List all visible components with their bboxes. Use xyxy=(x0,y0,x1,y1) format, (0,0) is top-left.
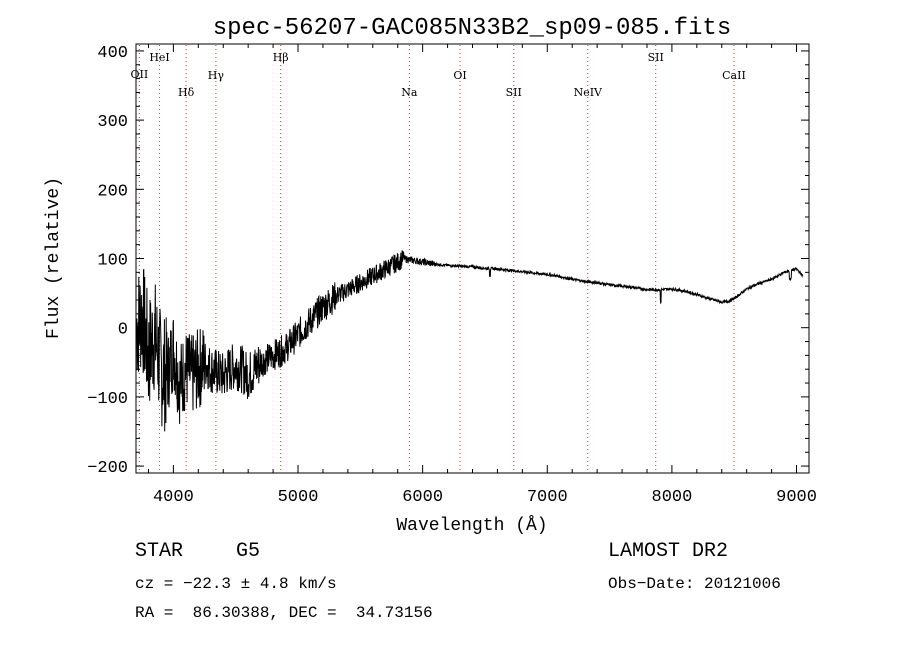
y-tick-label-100: 100 xyxy=(97,252,128,271)
y-tick-label-300: 300 xyxy=(97,113,128,132)
line-label-oi-6: OI xyxy=(453,69,466,82)
y-tick-label--200: −200 xyxy=(87,459,128,478)
line-label-sii-7: SII xyxy=(506,86,522,99)
line-label-na-5: Na xyxy=(401,86,418,99)
y-tick-label-400: 400 xyxy=(97,44,128,63)
line-label-neiv-8: NeIV xyxy=(574,86,603,99)
x-tick-label-9000: 9000 xyxy=(776,488,817,507)
object-class: STAR xyxy=(135,540,184,563)
y-tick-label--100: −100 xyxy=(87,390,128,409)
x-tick-label-4000: 4000 xyxy=(153,488,194,507)
plot-frame xyxy=(135,43,810,474)
spectrum-line xyxy=(136,250,804,432)
x-tick-label-7000: 7000 xyxy=(527,488,568,507)
y-tick-label-200: 200 xyxy=(97,182,128,201)
coordinates-readout: RA = 86.30388, DEC = 34.73156 xyxy=(135,604,433,622)
line-label-caii-10: CaII xyxy=(722,69,746,82)
chart-title: spec-56207-GAC085N33B2_sp09-085.fits xyxy=(213,15,731,42)
x-tick-label-5000: 5000 xyxy=(278,488,319,507)
x-axis-label: Wavelength (Å) xyxy=(396,515,547,536)
spectral-subclass: G5 xyxy=(236,540,261,563)
observation-date: Obs−Date: 20121006 xyxy=(608,575,781,593)
y-axis-label: Flux (relative) xyxy=(44,177,64,339)
line-label-h--3: Hγ xyxy=(208,69,225,82)
line-label-hei-1: HeI xyxy=(149,51,169,64)
line-label-sii-9: SII xyxy=(648,51,664,64)
survey-name: LAMOST DR2 xyxy=(608,540,729,563)
line-label-h--4: Hβ xyxy=(273,51,289,64)
x-tick-label-6000: 6000 xyxy=(402,488,443,507)
y-tick-label-0: 0 xyxy=(118,321,128,340)
redshift-readout: cz = −22.3 ± 4.8 km/s xyxy=(135,575,337,593)
line-label-oii-0: OII xyxy=(131,68,149,81)
line-label-h--2: Hδ xyxy=(178,86,195,99)
x-tick-label-8000: 8000 xyxy=(652,488,693,507)
